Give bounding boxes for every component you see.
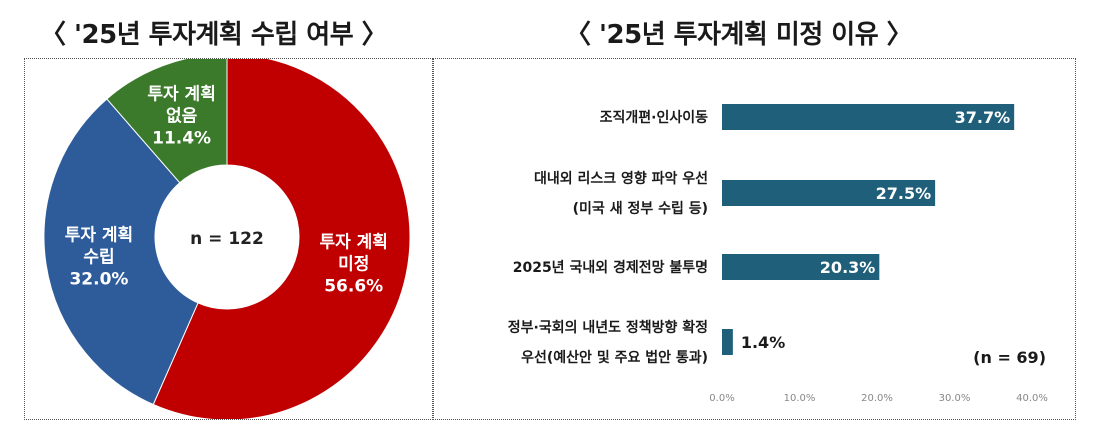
donut-slice-label: 미정 [338,255,369,275]
bar-value-label: 20.3% [820,258,876,277]
bar-value-label: 37.7% [955,108,1011,127]
donut-chart-panel: 투자 계획 미정 56.6% 투자 계획 수립 32.0% 투자 계획 없음 11.4% n = … [24,53,433,421]
bar-chart-panel: 37.7% 조직개편·인사이동 27.5% 대내외 리스크 영향 파악 우선 (미국 새… [433,58,1076,420]
sample-size-note: (n = 69) [973,348,1046,367]
x-tick-label: 10.0% [784,393,816,404]
donut-slice-label: 투자 계획 [319,233,387,253]
bar-chart-title: 〈 '25년 투자계획 미정 이유 〉 [565,20,913,50]
donut-slice-value-label: 32.0% [69,269,128,289]
bar [722,104,1015,130]
bar-value-label: 1.4% [741,333,785,352]
bar-category-label: 대내외 리스크 영향 파악 우선 [534,170,708,187]
donut-slice-label: 투자 계획 [147,85,215,105]
bar-category-label: 우선(예산안 및 주요 법안 통과) [521,349,708,366]
donut-slice-label: 없음 [166,107,198,127]
x-tick-label: 30.0% [939,393,971,404]
bar-value-label: 27.5% [876,184,932,203]
bar [722,180,936,206]
bar-category-label: 조직개편·인사이동 [600,109,708,126]
donut-center-label: n = 122 [190,229,264,249]
x-tick-label: 20.0% [861,393,893,404]
donut-slice-label: 투자 계획 [65,225,133,245]
x-tick-label: 0.0% [709,393,734,404]
donut-slice-value-label: 11.4% [152,129,211,149]
donut-slice-value-label: 56.6% [324,277,383,297]
bar [722,254,880,280]
donut-slice [152,53,411,421]
bar-chart: 37.7% 조직개편·인사이동 27.5% 대내외 리스크 영향 파악 우선 (미국 새… [508,104,1048,404]
bar-category-label: (미국 새 정부 수립 등) [573,200,708,217]
bar-category-label: 2025년 국내외 경제전망 불투명 [513,259,708,276]
x-tick-label: 40.0% [1016,393,1048,404]
donut-chart-title: 〈 '25년 투자계획 수립 여부 〉 [40,20,388,50]
bar-category-label: 정부·국회의 내년도 정책방향 확정 [508,319,708,336]
donut-slice-label: 수립 [83,247,114,267]
bar [722,329,733,355]
donut-slice [43,98,199,406]
